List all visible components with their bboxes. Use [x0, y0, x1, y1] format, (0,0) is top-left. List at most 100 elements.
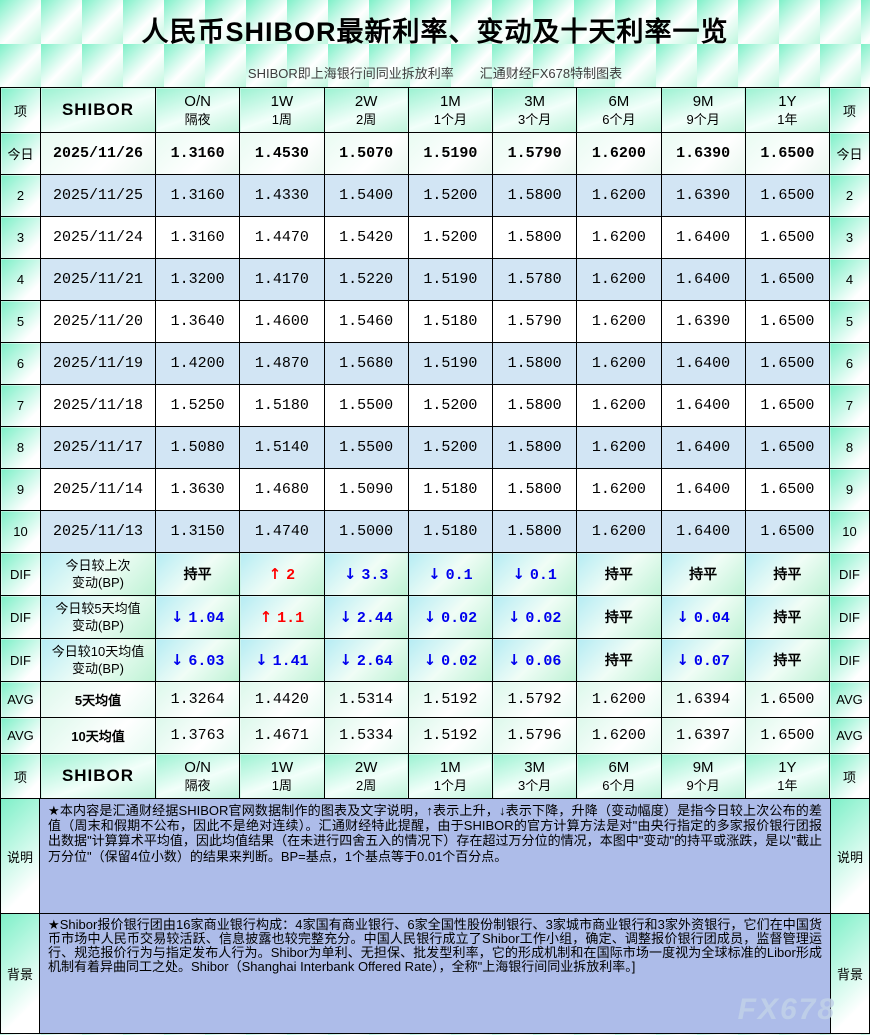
down-arrow-icon: ↓	[170, 650, 184, 669]
date-cell: 2025/11/26	[40, 132, 156, 175]
diff-row-label: 今日较10天均值 变动(BP)	[40, 638, 156, 682]
diff-value: 0.06	[525, 652, 562, 670]
note-row-2: 背景 ★Shibor报价银行团由16家商业银行构成：4家国有商业银行、6家全国性股…	[0, 913, 870, 1034]
daily-row: 4 2025/11/21 1.3200 1.4170 1.5220 1.5190 1.578…	[0, 258, 870, 301]
tenor-name: 2周	[356, 112, 377, 127]
rate-cell-on: 1.3160	[154, 174, 241, 217]
rate-cell-on: 1.3640	[154, 300, 241, 343]
rate-cell-3m: 1.5800	[491, 426, 578, 469]
tenor-header-1w: 1W 1周	[239, 87, 325, 133]
tenor-name: 1周	[271, 778, 292, 793]
tenor-header-1y: 1Y 1年	[744, 753, 831, 799]
rate-cell-2w: 1.5500	[323, 384, 409, 427]
avg-cell-1y: 1.6500	[744, 681, 831, 718]
tenor-code: 9M	[692, 759, 714, 776]
top-header-row: 项 SHIBOR O/N 隔夜 1W 1周 2W 2周 1M 1个月 3M 3个月 6M 6个月 9M 9个月…	[0, 87, 870, 133]
diff-value: 0.04	[693, 609, 730, 627]
rate-cell-6m: 1.6200	[576, 216, 662, 259]
rate-cell-9m: 1.6400	[660, 216, 746, 259]
avg-cell-on: 1.3264	[154, 681, 241, 718]
diff-cell-9m: ↓ 0.04	[660, 595, 746, 639]
diff-value: 2.44	[356, 609, 393, 627]
tenor-code: 1Y	[778, 759, 797, 776]
rate-cell-1y: 1.6500	[744, 174, 831, 217]
rate-cell-2w: 1.5220	[323, 258, 409, 301]
diff-cell-6m: 持平	[576, 638, 662, 682]
rate-cell-6m: 1.6200	[576, 300, 662, 343]
tenor-code: 1Y	[778, 93, 797, 110]
diff-row-1: DIF 今日较上次 变动(BP) 持平 ↑ 2 ↓ 3.3 ↓ 0.1 ↓ 0.1 持平 持平 持平 DIF	[0, 552, 870, 596]
avg-row-label: 5天均值	[40, 681, 156, 718]
note-row-1: 说明 ★本内容是汇通财经据SHIBOR官网数据制作的图表及文字说明，↑表示上升，↓…	[0, 798, 870, 914]
fx678-watermark: FX678	[737, 993, 836, 1026]
rate-cell-3m: 1.5800	[491, 510, 578, 553]
rate-cell-6m: 1.6200	[576, 426, 662, 469]
diff-value: 1.04	[188, 609, 225, 627]
down-arrow-icon: ↓	[676, 607, 689, 626]
down-arrow-icon: ↓	[423, 650, 437, 669]
note-side-label: 背景	[0, 913, 40, 1034]
daily-row: 3 2025/11/24 1.3160 1.4470 1.5420 1.5200 1.580…	[0, 216, 870, 259]
diff-cell-on: ↓ 1.04	[154, 595, 241, 639]
side-label: 7	[0, 384, 41, 427]
shibor-rate-table: 项 SHIBOR O/N 隔夜 1W 1周 2W 2周 1M 1个月 3M 3个月 6M 6个月 9M 9个月…	[0, 87, 870, 799]
tenor-code: 6M	[608, 93, 630, 110]
shibor-label: SHIBOR	[40, 753, 156, 799]
diff-value: 0.07	[693, 652, 730, 670]
date-cell: 2025/11/19	[40, 342, 156, 385]
tenor-header-6m: 6M 6个月	[576, 87, 662, 133]
diff-label-line2: 变动(BP)	[71, 575, 124, 590]
tenor-header-1y: 1Y 1年	[744, 87, 831, 133]
rate-cell-2w: 1.5400	[323, 174, 409, 217]
avg-cell-2w: 1.5314	[323, 681, 409, 718]
diff-row-label: 今日较5天均值 变动(BP)	[40, 595, 156, 639]
rate-cell-1m: 1.5190	[407, 258, 494, 301]
down-arrow-icon: ↓	[676, 650, 689, 669]
flat-label: 持平	[604, 566, 633, 582]
daily-row: 7 2025/11/18 1.5250 1.5180 1.5500 1.5200 1.580…	[0, 384, 870, 427]
rate-cell-1y: 1.6500	[744, 426, 831, 469]
side-label: DIF	[0, 595, 41, 639]
tenor-name: 9个月	[686, 112, 720, 127]
flat-label: 持平	[183, 566, 212, 582]
rate-cell-1y: 1.6500	[744, 342, 831, 385]
avg-row-1: AVG 5天均值 1.3264 1.4420 1.5314 1.5192 1.5792 1.6…	[0, 681, 870, 718]
side-label: DIF	[829, 595, 870, 639]
tenor-header-2w: 2W 2周	[323, 87, 409, 133]
tenor-code: O/N	[184, 93, 211, 110]
diff-cell-9m: ↓ 0.07	[660, 638, 746, 682]
diff-row-label: 今日较上次 变动(BP)	[40, 552, 156, 596]
rate-cell-3m: 1.5800	[491, 342, 578, 385]
tenor-code: O/N	[184, 759, 211, 776]
tenor-name: 1个月	[433, 778, 467, 793]
diff-value: 1.1	[277, 609, 305, 627]
flat-label: 持平	[689, 566, 718, 582]
rate-cell-on: 1.5080	[154, 426, 241, 469]
corner-label: 项	[829, 87, 870, 133]
down-arrow-icon: ↓	[255, 650, 268, 669]
rate-cell-1m: 1.5190	[407, 342, 494, 385]
down-arrow-icon: ↓	[428, 564, 441, 583]
avg-cell-6m: 1.6200	[576, 681, 662, 718]
rate-cell-1w: 1.4330	[239, 174, 325, 217]
diff-value: 1.41	[272, 652, 309, 670]
diff-cell-1m: ↓ 0.1	[407, 552, 494, 596]
side-label: 3	[0, 216, 41, 259]
diff-cell-2w: ↓ 3.3	[323, 552, 409, 596]
avg-cell-1m: 1.5192	[407, 681, 494, 718]
diff-cell-on: 持平	[154, 552, 241, 596]
diff-row-2: DIF 今日较5天均值 变动(BP) ↓ 1.04 ↑ 1.1 ↓ 2.44 ↓ 0.02 ↓ 0.02…	[0, 595, 870, 639]
date-cell: 2025/11/17	[40, 426, 156, 469]
tenor-name: 1年	[777, 778, 798, 793]
rate-cell-9m: 1.6390	[660, 132, 746, 175]
rate-cell-2w: 1.5000	[323, 510, 409, 553]
rate-cell-1w: 1.4470	[239, 216, 325, 259]
rate-cell-1w: 1.4170	[239, 258, 325, 301]
side-label: 9	[829, 468, 870, 511]
diff-value: 2.64	[356, 652, 393, 670]
corner-label: 项	[0, 753, 41, 799]
tenor-code: 1W	[270, 759, 294, 776]
diff-cell-3m: ↓ 0.02	[491, 595, 578, 639]
tenor-name: 隔夜	[184, 112, 211, 127]
rate-cell-3m: 1.5800	[491, 384, 578, 427]
